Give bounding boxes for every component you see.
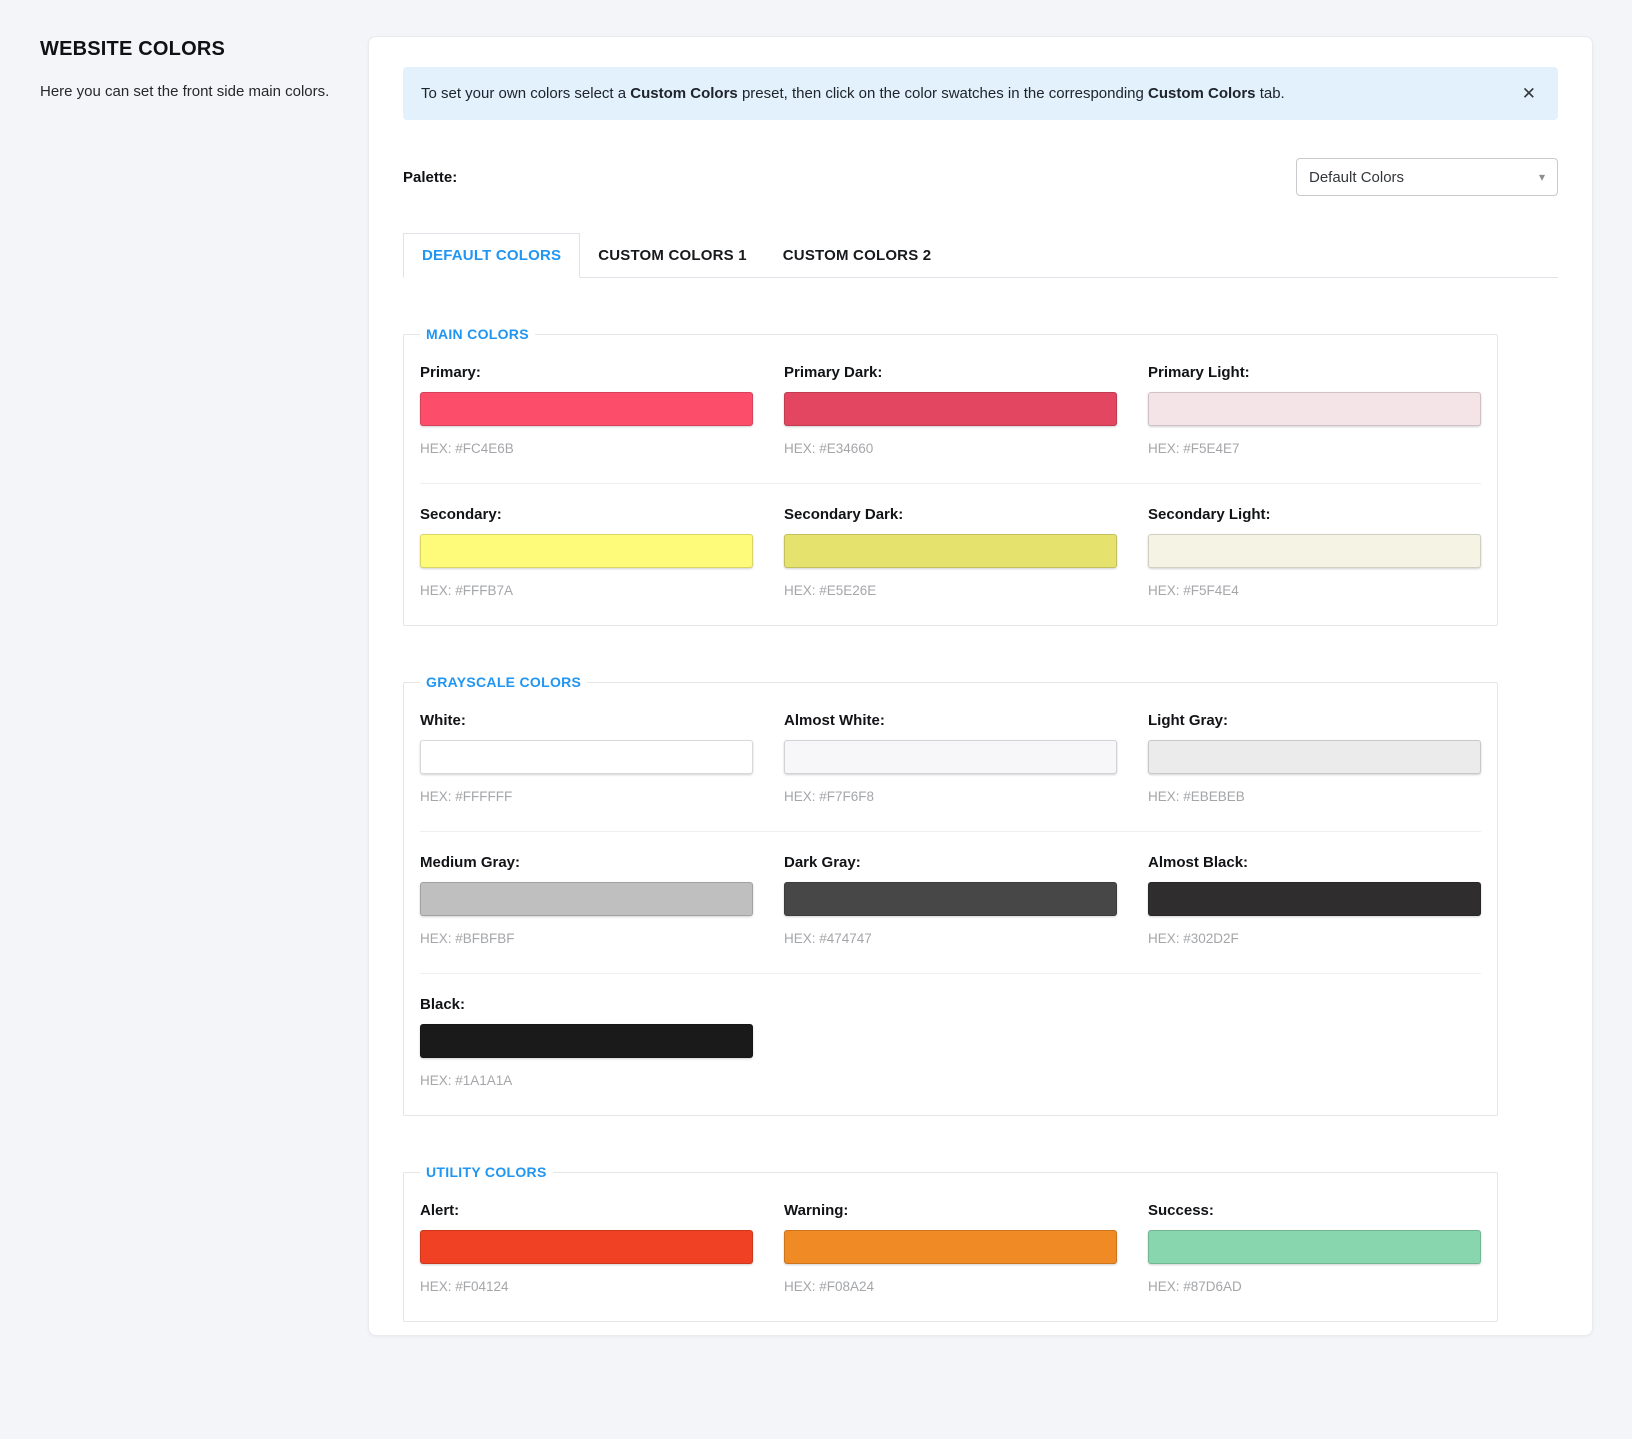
website-colors-card: To set your own colors select a Custom C… <box>368 36 1593 1336</box>
section-main-colors: MAIN COLORS Primary: HEX: #FC4E6B Primar… <box>403 326 1498 626</box>
section-title-main-colors: MAIN COLORS <box>426 326 529 342</box>
hex-value: HEX: #E5E26E <box>784 583 877 598</box>
color-field-light-gray: Light Gray: HEX: #EBEBEB <box>1148 712 1481 804</box>
color-field-dark-gray: Dark Gray: HEX: #474747 <box>784 854 1117 946</box>
color-field-black: Black: HEX: #1A1A1A <box>420 996 753 1088</box>
tab-custom-colors-1[interactable]: CUSTOM COLORS 1 <box>580 233 765 277</box>
color-swatch-light-gray <box>1148 740 1481 774</box>
color-field-success: Success: HEX: #87D6AD <box>1148 1202 1481 1294</box>
color-field-medium-gray: Medium Gray: HEX: #BFBFBF <box>420 854 753 946</box>
hex-value: HEX: #FFFFFF <box>420 789 513 804</box>
color-swatch-medium-gray <box>420 882 753 916</box>
color-row: Medium Gray: HEX: #BFBFBF Dark Gray: HEX… <box>420 831 1481 973</box>
swatch-label: Alert: <box>420 1202 460 1219</box>
section-title-utility-colors: UTILITY COLORS <box>426 1164 547 1180</box>
hex-value: HEX: #87D6AD <box>1148 1279 1242 1294</box>
color-swatch-primary <box>420 392 753 426</box>
color-row: Primary: HEX: #FC4E6B Primary Dark: HEX:… <box>420 342 1481 483</box>
info-banner: To set your own colors select a Custom C… <box>403 67 1558 120</box>
color-swatch-success <box>1148 1230 1481 1264</box>
page-subtitle: Here you can set the front side main col… <box>40 83 330 100</box>
color-swatch-white <box>420 740 753 774</box>
color-swatch-primary-dark <box>784 392 1117 426</box>
swatch-label: Black: <box>420 996 466 1013</box>
banner-text-part: preset, then click on the color swatches… <box>737 85 1149 102</box>
color-field-secondary-dark: Secondary Dark: HEX: #E5E26E <box>784 506 1117 598</box>
palette-row: Palette: Default Colors ▾ <box>403 158 1558 196</box>
swatch-label: Almost Black: <box>1148 854 1249 871</box>
color-swatch-almost-black <box>1148 882 1481 916</box>
banner-text-part: tab. <box>1255 85 1285 102</box>
palette-select[interactable]: Default Colors ▾ <box>1296 158 1558 196</box>
banner-text-part: To set your own colors select a <box>421 85 631 102</box>
close-icon: ✕ <box>1521 84 1536 103</box>
hex-value: HEX: #F08A24 <box>784 1279 875 1294</box>
color-row: Black: HEX: #1A1A1A <box>420 973 1481 1115</box>
color-swatch-secondary-dark <box>784 534 1117 568</box>
color-swatch-secondary-light <box>1148 534 1481 568</box>
palette-tab-bar: DEFAULT COLORS CUSTOM COLORS 1 CUSTOM CO… <box>403 233 1558 278</box>
swatch-label: Warning: <box>784 1202 849 1219</box>
color-swatch-black <box>420 1024 753 1058</box>
hex-value: HEX: #474747 <box>784 931 872 946</box>
swatch-label: Almost White: <box>784 712 885 729</box>
color-field-almost-white: Almost White: HEX: #F7F6F8 <box>784 712 1117 804</box>
color-field-secondary: Secondary: HEX: #FFFB7A <box>420 506 753 598</box>
section-grayscale-colors: GRAYSCALE COLORS White: HEX: #FFFFFF Alm… <box>403 674 1498 1116</box>
color-swatch-primary-light <box>1148 392 1481 426</box>
hex-value: HEX: #F5E4E7 <box>1148 441 1240 456</box>
banner-bold-custom-colors: Custom Colors <box>1148 85 1256 102</box>
page-title: WEBSITE COLORS <box>40 38 226 60</box>
hex-value: HEX: #F5F4E4 <box>1148 583 1239 598</box>
hex-value: HEX: #BFBFBF <box>420 931 515 946</box>
hex-value: HEX: #F7F6F8 <box>784 789 875 804</box>
palette-select-value: Default Colors <box>1309 168 1405 186</box>
swatch-label: Primary: <box>420 364 481 381</box>
hex-value: HEX: #EBEBEB <box>1148 789 1245 804</box>
color-swatch-almost-white <box>784 740 1117 774</box>
color-field-warning: Warning: HEX: #F08A24 <box>784 1202 1117 1294</box>
hex-value: HEX: #FFFB7A <box>420 583 514 598</box>
hex-value: HEX: #1A1A1A <box>420 1073 513 1088</box>
swatch-label: Success: <box>1148 1202 1214 1219</box>
swatch-label: Primary Dark: <box>784 364 883 381</box>
color-swatch-dark-gray <box>784 882 1117 916</box>
color-field-white: White: HEX: #FFFFFF <box>420 712 753 804</box>
info-banner-text: To set your own colors select a Custom C… <box>421 85 1518 102</box>
swatch-label: Secondary: <box>420 506 502 523</box>
swatch-label: White: <box>420 712 466 729</box>
swatch-label: Secondary Dark: <box>784 506 904 523</box>
color-row: Alert: HEX: #F04124 Warning: HEX: #F08A2… <box>420 1180 1481 1321</box>
swatch-label: Light Gray: <box>1148 712 1229 729</box>
color-row: White: HEX: #FFFFFF Almost White: HEX: #… <box>420 690 1481 831</box>
color-swatch-secondary <box>420 534 753 568</box>
hex-value: HEX: #E34660 <box>784 441 874 456</box>
color-row: Secondary: HEX: #FFFB7A Secondary Dark: … <box>420 483 1481 625</box>
tab-custom-colors-2[interactable]: CUSTOM COLORS 2 <box>765 233 950 277</box>
tab-default-colors[interactable]: DEFAULT COLORS <box>403 233 581 278</box>
color-field-primary-dark: Primary Dark: HEX: #E34660 <box>784 364 1117 456</box>
swatch-label: Dark Gray: <box>784 854 861 871</box>
color-swatch-warning <box>784 1230 1117 1264</box>
section-title-grayscale-colors: GRAYSCALE COLORS <box>426 674 582 690</box>
swatch-label: Primary Light: <box>1148 364 1250 381</box>
color-field-secondary-light: Secondary Light: HEX: #F5F4E4 <box>1148 506 1481 598</box>
color-field-primary: Primary: HEX: #FC4E6B <box>420 364 753 456</box>
section-utility-colors: UTILITY COLORS Alert: HEX: #F04124 Warni… <box>403 1164 1498 1322</box>
color-field-alert: Alert: HEX: #F04124 <box>420 1202 753 1294</box>
color-field-almost-black: Almost Black: HEX: #302D2F <box>1148 854 1481 946</box>
swatch-label: Medium Gray: <box>420 854 521 871</box>
hex-value: HEX: #F04124 <box>420 1279 509 1294</box>
color-field-primary-light: Primary Light: HEX: #F5E4E7 <box>1148 364 1481 456</box>
swatch-label: Secondary Light: <box>1148 506 1271 523</box>
hex-value: HEX: #302D2F <box>1148 931 1239 946</box>
hex-value: HEX: #FC4E6B <box>420 441 514 456</box>
intro-column: WEBSITE COLORS Here you can set the fron… <box>40 38 340 100</box>
banner-close-button[interactable]: ✕ <box>1518 81 1540 106</box>
chevron-down-icon: ▾ <box>1538 170 1545 184</box>
color-swatch-alert <box>420 1230 753 1264</box>
palette-label: Palette: <box>403 168 458 186</box>
banner-bold-custom-colors: Custom Colors <box>630 85 738 102</box>
